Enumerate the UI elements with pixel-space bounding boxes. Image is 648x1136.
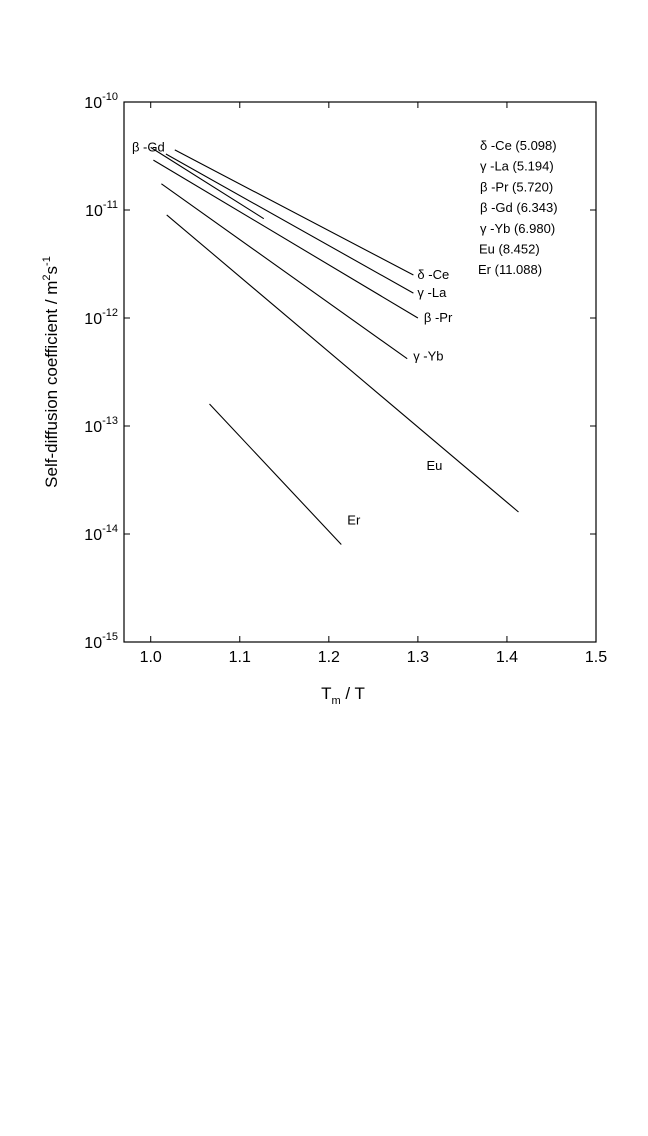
y-tick-label: 10-11 — [85, 199, 118, 220]
y-tick-label: 10-14 — [84, 523, 118, 544]
legend-entry: γ -Yb (6.980) — [480, 221, 555, 236]
x-axis-title: Tm / T — [321, 684, 365, 707]
series-label: β -Pr — [424, 310, 453, 325]
series-lines — [150, 146, 519, 545]
legend-entry: δ -Ce (5.098) — [480, 138, 557, 153]
series-label: γ -La — [417, 285, 447, 300]
x-tick-label: 1.4 — [496, 649, 518, 666]
series-line — [166, 214, 519, 513]
series-label: Er — [347, 512, 361, 527]
y-tick-label: 10-10 — [84, 91, 118, 112]
legend-entry: β -Pr (5.720) — [480, 179, 553, 194]
series-line — [165, 153, 414, 294]
legend-entry: γ -La (5.194) — [480, 159, 554, 174]
series-line — [209, 403, 342, 545]
legend-entry: Eu (8.452) — [479, 242, 540, 257]
series-line — [174, 149, 414, 276]
x-tick-label: 1.2 — [318, 649, 340, 666]
y-axis-title: Self-diffusion coefficient / m2s-1 — [41, 256, 61, 488]
series-label: δ -Ce — [417, 267, 449, 282]
series-line — [153, 159, 419, 319]
x-axis-ticks: 1.0 1.1 1.2 1.3 1.4 1.5 — [140, 102, 607, 666]
series-label: β -Gd — [132, 139, 165, 154]
legend-entry: β -Gd (6.343) — [480, 200, 558, 215]
y-tick-label: 10-12 — [84, 307, 118, 328]
y-tick-label: 10-13 — [84, 415, 118, 436]
series-label: γ -Yb — [413, 349, 443, 364]
x-tick-label: 1.5 — [585, 649, 607, 666]
y-tick-label: 10-15 — [84, 631, 118, 652]
x-tick-label: 1.3 — [407, 649, 429, 666]
series-labels: δ -Ce γ -La β -Pr β -Gd γ -Yb Eu Er — [132, 139, 453, 527]
legend-entry: Er (11.088) — [478, 262, 542, 277]
legend: δ -Ce (5.098) γ -La (5.194) β -Pr (5.720) β… — [478, 138, 558, 277]
x-tick-label: 1.1 — [229, 649, 251, 666]
x-tick-label: 1.0 — [140, 649, 162, 666]
series-label: Eu — [427, 458, 443, 473]
plot-frame — [123, 101, 597, 643]
series-line — [161, 183, 408, 360]
y-axis-ticks: 10-15 10-14 10-13 10-12 10-11 10-10 — [84, 91, 596, 652]
series-line — [150, 146, 265, 220]
